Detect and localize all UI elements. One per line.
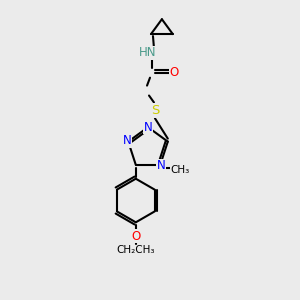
Text: HN: HN (139, 46, 157, 59)
Text: O: O (169, 66, 178, 79)
Text: S: S (151, 104, 159, 117)
Text: CH₂CH₃: CH₂CH₃ (116, 245, 155, 255)
Text: N: N (157, 159, 166, 172)
Text: N: N (144, 121, 152, 134)
Text: CH₃: CH₃ (170, 165, 190, 175)
Text: O: O (131, 230, 140, 243)
Text: N: N (123, 134, 132, 147)
